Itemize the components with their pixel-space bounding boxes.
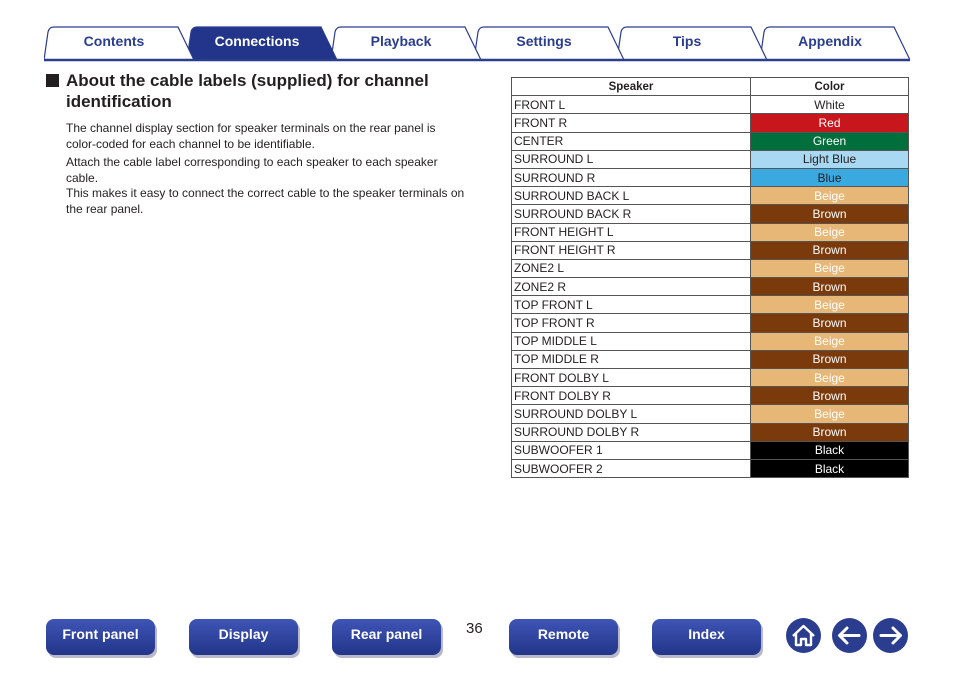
home-icon[interactable] [785,617,822,654]
tab-appendix[interactable]: Appendix [798,33,862,49]
table-row: TOP MIDDLE L Beige [511,331,909,351]
color-cell: Black [750,458,909,479]
table-header-row: Speaker Color [511,76,909,97]
body-paragraph: This makes it easy to connect the correc… [66,186,465,216]
speaker-cell: SURROUND DOLBY L [511,404,751,424]
table-row: ZONE2 L Beige [511,258,909,279]
tab-playback[interactable]: Playback [370,33,432,49]
cable-label-table: Speaker Color FRONT L White FRONT R Red CENT… [511,76,909,479]
table-row: TOP MIDDLE R Brown [511,349,909,370]
table-row: FRONT L White [511,95,909,115]
speaker-cell: SURROUND DOLBY R [511,422,751,442]
column-header-speaker: Speaker [511,76,751,97]
speaker-cell: TOP FRONT L [511,295,751,315]
speaker-cell: SURROUND L [511,149,751,169]
speaker-cell: SURROUND R [511,167,751,188]
color-cell: Black [750,440,909,460]
table-row: TOP FRONT R Brown [511,313,909,333]
table-row: FRONT HEIGHT R Brown [511,240,909,260]
page-title: About the cable labels (supplied) for ch… [66,71,429,111]
table-row: FRONT DOLBY R Brown [511,386,909,406]
table-row: CENTER Green [511,131,909,151]
speaker-cell: SURROUND BACK L [511,186,751,206]
tab-shape [330,26,482,61]
tab-shape [616,26,768,61]
tab-shape [473,26,625,61]
speaker-cell: FRONT DOLBY R [511,386,751,406]
table-row: FRONT R Red [511,113,909,133]
speaker-cell: CENTER [511,131,751,151]
color-cell: Blue [750,167,909,188]
table-row: SURROUND DOLBY R Brown [511,422,909,442]
page-number: 36 [466,620,483,637]
table-row: TOP FRONT L Beige [511,295,909,315]
table-row: SURROUND R Blue [511,167,909,188]
table-row: ZONE2 R Brown [511,277,909,297]
back-arrow-icon[interactable] [831,617,868,654]
speaker-cell: ZONE2 L [511,258,751,279]
rear-panel-button[interactable]: Rear panel [332,619,441,655]
top-tab-bar: Contents Connections Playback Settings Tips A… [44,26,910,62]
speaker-cell: FRONT HEIGHT L [511,222,751,242]
body-paragraph: The channel display section for speaker … [66,121,436,151]
table-row: SURROUND L Light Blue [511,149,909,169]
speaker-cell: FRONT L [511,95,751,115]
color-cell: Brown [750,422,909,442]
tab-shape [186,26,338,61]
color-cell: Beige [750,331,909,351]
speaker-cell: SUBWOOFER 2 [511,458,751,479]
color-cell: Beige [750,258,909,279]
table-row: SUBWOOFER 2 Black [511,458,909,479]
remote-button[interactable]: Remote [509,619,618,655]
speaker-cell: FRONT HEIGHT R [511,240,751,260]
color-cell: Beige [750,404,909,424]
color-cell: Brown [750,313,909,333]
color-cell: Light Blue [750,149,909,169]
color-cell: Beige [750,186,909,206]
speaker-cell: SURROUND BACK R [511,204,751,224]
speaker-cell: TOP MIDDLE R [511,349,751,370]
color-cell: Beige [750,222,909,242]
tab-contents[interactable]: Contents [83,33,145,49]
table-row: SURROUND BACK L Beige [511,186,909,206]
color-cell: Brown [750,240,909,260]
display-button[interactable]: Display [189,619,298,655]
table-row: SURROUND DOLBY L Beige [511,404,909,424]
color-cell: White [750,95,909,115]
table-row: SURROUND BACK R Brown [511,204,909,224]
tab-shape [44,26,195,61]
heading-bullet-icon [46,74,59,87]
section-body: The channel display section for speaker … [66,121,466,217]
tab-shape [759,26,910,61]
forward-arrow-icon[interactable] [872,617,909,654]
tab-settings[interactable]: Settings [516,33,572,49]
color-cell: Beige [750,295,909,315]
front-panel-button[interactable]: Front panel [46,619,155,655]
speaker-cell: FRONT DOLBY L [511,367,751,388]
speaker-cell: SUBWOOFER 1 [511,440,751,460]
color-cell: Beige [750,367,909,388]
tab-connections[interactable]: Connections [214,33,300,49]
tab-tips[interactable]: Tips [672,33,702,49]
color-cell: Brown [750,386,909,406]
table-row: FRONT HEIGHT L Beige [511,222,909,242]
speaker-cell: TOP MIDDLE L [511,331,751,351]
speaker-cell: FRONT R [511,113,751,133]
color-cell: Brown [750,204,909,224]
color-cell: Brown [750,277,909,297]
table-row: FRONT DOLBY L Beige [511,367,909,388]
speaker-cell: TOP FRONT R [511,313,751,333]
color-cell: Red [750,113,909,133]
tab-outline [44,26,910,62]
body-paragraph: Attach the cable label corresponding to … [66,155,438,185]
color-cell: Green [750,131,909,151]
table-row: SUBWOOFER 1 Black [511,440,909,460]
index-button[interactable]: Index [652,619,761,655]
column-header-color: Color [750,76,909,97]
color-cell: Brown [750,349,909,370]
speaker-cell: ZONE2 R [511,277,751,297]
